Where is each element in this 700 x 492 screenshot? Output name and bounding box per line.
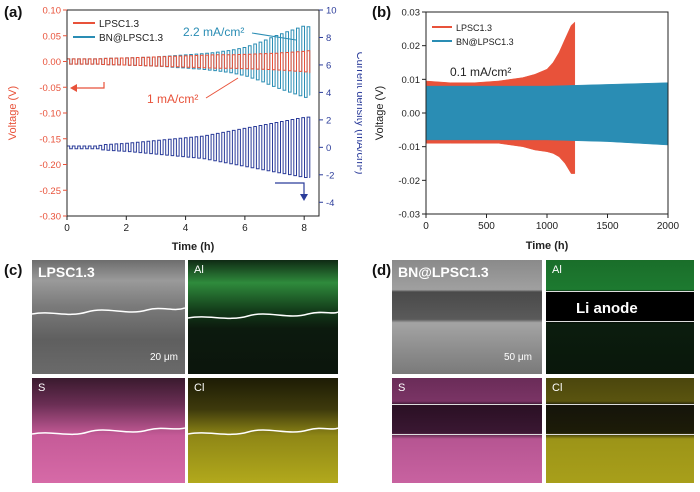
eds-interface-line xyxy=(188,427,338,436)
sem-label: LPSC1.3 xyxy=(38,264,95,280)
layer-line xyxy=(546,404,694,405)
y-tick-label: -0.30 xyxy=(39,212,61,223)
layer-line xyxy=(546,434,694,435)
right-axis-arrow xyxy=(275,182,308,201)
legend-label-bn: BN@LPSC1.3 xyxy=(456,37,514,47)
scale-bar: 50 μm xyxy=(504,352,538,368)
y2-tick-label: -2 xyxy=(326,170,334,181)
x-tick-label: 4 xyxy=(183,223,189,234)
sem-interface-line xyxy=(32,307,185,316)
series-line-lpsc xyxy=(67,50,311,74)
layer-line xyxy=(546,291,694,292)
chart-b: 0.03 0.02 0.01 0.00 -0.01 -0.02 -0.030 500 1000 1… xyxy=(374,8,680,253)
x-tick-label: 8 xyxy=(301,223,307,234)
scale-bar-label: 50 μm xyxy=(504,352,532,363)
y-tick-label: 0.03 xyxy=(402,8,421,19)
legend-label-bn: BN@LPSC1.3 xyxy=(99,33,164,44)
eds-label-s: S xyxy=(38,382,46,394)
y2-tick-label: 10 xyxy=(326,6,337,17)
y-tick-label: -0.20 xyxy=(39,160,61,171)
annotation-low-current-pointer xyxy=(205,77,239,99)
y-tick-label: 0.10 xyxy=(43,6,62,17)
legend-label-lpsc: LPSC1.3 xyxy=(99,19,139,30)
legend-label-lpsc: LPSC1.3 xyxy=(456,23,492,33)
y-tick-label: 0.01 xyxy=(402,75,421,86)
eds-map-al: Al Li anode xyxy=(546,260,694,374)
panel-label-a: (a) xyxy=(4,4,23,21)
x-tick-label: 1500 xyxy=(596,221,619,232)
x-tick-label: 500 xyxy=(478,221,495,232)
x-tick-label: 0 xyxy=(423,221,429,232)
chart-a-legend: LPSC1.3 BN@LPSC1.3 xyxy=(73,19,164,44)
layer-line xyxy=(546,321,694,322)
li-anode-label: Li anode xyxy=(576,300,638,317)
series-band-bn-lpsc xyxy=(425,82,669,146)
panel-label-c: (c) xyxy=(4,262,23,279)
y2-tick-label: 0 xyxy=(326,143,331,154)
eds-interface-line xyxy=(32,427,185,436)
y-tick-label: 0.02 xyxy=(402,41,421,52)
chart-b-legend: LPSC1.3 BN@LPSC1.3 xyxy=(432,23,514,47)
y-tick-label: -0.25 xyxy=(39,186,61,197)
chart-a-ylabel: Voltage (V) xyxy=(7,86,19,140)
y2-tick-label: 8 xyxy=(326,33,331,44)
y2-tick-label: 2 xyxy=(326,115,331,126)
annotation-low-current: 1 mA/cm² xyxy=(147,92,198,106)
chart-a: 0.10 0.05 0.00 -0.05 -0.10 -0.15 -0.20 -0.25 -0.… xyxy=(7,6,362,254)
series-line-current-density xyxy=(67,116,311,178)
x-tick-label: 2000 xyxy=(657,221,680,232)
annotation-high-current-pointer xyxy=(251,32,297,41)
y2-tick-label: 4 xyxy=(326,88,331,99)
eds-label-al: Al xyxy=(552,264,562,276)
panel-label-b: (b) xyxy=(372,4,392,21)
y-tick-label: -0.01 xyxy=(398,142,420,153)
annotation-current-density: 0.1 mA/cm² xyxy=(450,65,511,79)
eds-label-cl: Cl xyxy=(194,382,205,394)
layer-line xyxy=(392,434,542,435)
layer-line xyxy=(392,404,542,405)
y-tick-label: -0.10 xyxy=(39,109,61,120)
chart-b-xlabel: Time (h) xyxy=(526,240,569,252)
y-tick-label: -0.15 xyxy=(39,134,61,145)
chart-b-ylabel: Voltage (V) xyxy=(374,86,386,140)
left-axis-arrow xyxy=(70,82,105,92)
eds-map-s: S xyxy=(392,378,542,483)
eds-map-cl: Cl xyxy=(546,378,694,483)
scale-bar: 20 μm xyxy=(150,352,180,368)
x-tick-label: 2 xyxy=(124,223,130,234)
x-tick-label: 6 xyxy=(242,223,248,234)
x-tick-label: 0 xyxy=(64,223,70,234)
eds-label-s: S xyxy=(398,382,406,394)
y-tick-label: 0.05 xyxy=(43,31,62,42)
y-tick-label: 0.00 xyxy=(43,57,62,68)
y-tick-label: -0.05 xyxy=(39,83,61,94)
eds-label-cl: Cl xyxy=(552,382,563,394)
x-tick-label: 1000 xyxy=(536,221,559,232)
y2-tick-label: 6 xyxy=(326,60,331,71)
eds-interface-line xyxy=(188,311,338,320)
annotation-high-current: 2.2 mA/cm² xyxy=(183,25,244,39)
chart-a-xlabel: Time (h) xyxy=(172,241,215,253)
panel-label-d: (d) xyxy=(372,262,392,279)
eds-label-al: Al xyxy=(194,264,204,276)
y-tick-label: -0.03 xyxy=(398,210,420,221)
eds-map-cl: Cl xyxy=(188,378,338,483)
y-tick-label: 0.00 xyxy=(402,109,421,120)
scale-bar-label: 20 μm xyxy=(150,352,178,363)
sem-label: BN@LPSC1.3 xyxy=(398,264,489,280)
eds-map-s: S xyxy=(32,378,185,483)
sem-image-bn-lpsc: BN@LPSC1.3 50 μm xyxy=(392,260,542,374)
sem-image-lpsc: LPSC1.3 20 μm xyxy=(32,260,185,374)
chart-a-y2label: Current density (mA/cm²) xyxy=(354,52,362,175)
y2-tick-label: -4 xyxy=(326,198,334,209)
y-tick-label: -0.02 xyxy=(398,176,420,187)
eds-map-al: Al xyxy=(188,260,338,374)
